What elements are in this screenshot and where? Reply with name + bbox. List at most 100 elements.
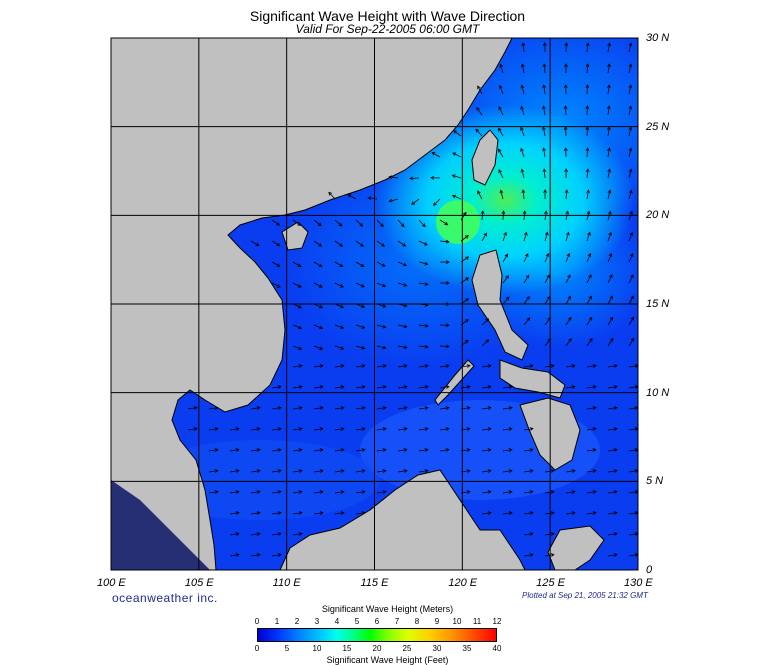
wave-direction-arrow — [397, 261, 407, 266]
wave-direction-arrow — [502, 232, 507, 242]
wave-direction-arrowhead — [403, 324, 408, 329]
wave-direction-arrow — [397, 324, 407, 328]
wave-direction-arrowhead — [628, 168, 633, 173]
wave-direction-arrow — [477, 190, 483, 200]
wave-direction-arrowhead — [628, 105, 633, 110]
wave-direction-arrow — [628, 470, 638, 473]
colorbar-title-feet: Significant Wave Height (Feet) — [326, 655, 449, 665]
wave-direction-arrowhead — [277, 448, 282, 452]
wave-direction-arrow — [355, 345, 365, 349]
wave-direction-arrowhead — [424, 448, 429, 452]
wave-direction-arrowhead — [256, 490, 261, 494]
wave-direction-arrow — [376, 282, 386, 287]
wave-direction-arrow — [477, 85, 483, 95]
wave-direction-arrowhead — [297, 263, 302, 267]
wave-direction-arrow — [607, 317, 614, 326]
plotted-time: Plotted at Sep 21, 2005 21:32 GMT — [522, 591, 648, 600]
wave-direction-arrowhead — [319, 427, 324, 431]
wave-direction-arrowhead — [529, 511, 534, 515]
lon-label: 125 E — [536, 577, 565, 589]
lon-label: 120 E — [448, 577, 478, 589]
wave-direction-arrow — [523, 211, 526, 221]
wave-direction-arrow — [628, 338, 635, 347]
wave-direction-arrow — [368, 197, 378, 200]
wave-direction-arrowhead — [588, 316, 593, 321]
wave-direction-arrowhead — [628, 189, 633, 194]
wave-direction-arrowhead — [319, 469, 324, 473]
wave-direction-arrow — [376, 324, 386, 328]
wave-direction-arrowhead — [235, 553, 240, 557]
wave-direction-arrow — [271, 512, 281, 515]
wave-direction-arrow — [543, 85, 546, 95]
wave-direction-arrow — [498, 127, 504, 137]
wave-direction-arrowhead — [340, 385, 345, 389]
wave-direction-arrowhead — [409, 176, 414, 181]
wave-direction-arrowhead — [319, 346, 324, 350]
wave-direction-arrowhead — [382, 364, 387, 368]
wave-direction-arrow — [355, 386, 365, 389]
wave-direction-arrow — [389, 176, 399, 179]
wave-direction-arrow — [250, 428, 260, 431]
wave-direction-arrow — [628, 106, 632, 116]
wave-direction-arrowhead — [340, 304, 345, 309]
wave-direction-arrow — [544, 317, 551, 326]
wave-direction-arrow — [334, 345, 344, 350]
wave-direction-arrow — [439, 407, 449, 410]
wave-direction-arrowhead — [525, 253, 529, 258]
wave-direction-arrowhead — [298, 490, 303, 494]
wave-direction-arrowhead — [529, 364, 534, 368]
wave-direction-arrowhead — [359, 223, 364, 227]
wave-direction-arrow — [397, 303, 407, 307]
wave-direction-arrowhead — [543, 189, 547, 194]
wave-direction-arrow — [520, 106, 525, 116]
wave-direction-arrowhead — [361, 406, 366, 410]
wave-direction-arrow — [334, 303, 344, 308]
wave-direction-arrow — [628, 253, 634, 263]
wave-direction-arrowhead — [529, 490, 534, 494]
wave-direction-arrowhead — [403, 364, 408, 368]
wave-direction-arrowhead — [340, 325, 345, 329]
wave-direction-arrow — [376, 240, 385, 247]
wave-direction-arrow — [544, 232, 548, 242]
wave-direction-arrow — [607, 106, 610, 116]
wave-direction-arrow — [376, 303, 386, 308]
wave-direction-arrow — [586, 43, 589, 53]
wave-direction-arrow — [397, 345, 407, 349]
wave-direction-arrow — [502, 512, 512, 515]
wave-direction-arrowhead — [361, 364, 366, 368]
wave-direction-arrow — [521, 169, 525, 179]
wave-direction-arrow — [313, 261, 322, 267]
wave-direction-arrowhead — [589, 337, 593, 342]
wave-direction-arrowhead — [465, 298, 469, 302]
wave-direction-arrow — [523, 470, 533, 473]
colorbar-meters-tick: 1 — [274, 617, 280, 626]
colorbar-meters-tick: 9 — [434, 617, 440, 626]
wave-direction-arrow — [502, 428, 512, 431]
wave-direction-arrow — [586, 338, 593, 347]
wave-direction-arrow — [586, 365, 596, 368]
wave-direction-arrowhead — [563, 105, 568, 110]
wave-direction-arrowhead — [297, 304, 302, 309]
wave-direction-arrowhead — [298, 469, 303, 473]
wave-direction-arrowhead — [544, 210, 548, 215]
wave-direction-arrow — [313, 407, 323, 410]
wave-direction-arrowhead — [319, 325, 324, 330]
storm-cell — [375, 105, 635, 295]
wave-direction-arrowhead — [298, 364, 303, 368]
wave-direction-arrow — [628, 190, 632, 200]
wave-direction-arrow — [208, 428, 218, 431]
wave-direction-arrowhead — [587, 231, 591, 236]
wave-direction-arrowhead — [547, 338, 551, 343]
wave-direction-arrowhead — [563, 126, 568, 131]
wave-direction-arrow — [229, 512, 239, 515]
wave-direction-arrowhead — [445, 239, 450, 244]
wave-direction-arrow — [502, 449, 512, 452]
wave-direction-arrow — [411, 198, 420, 205]
wave-direction-arrow — [586, 63, 589, 74]
wave-direction-arrowhead — [564, 168, 569, 173]
wave-direction-arrow — [565, 190, 568, 200]
wave-direction-arrowhead — [567, 274, 571, 279]
wave-direction-arrowhead — [465, 256, 470, 260]
wave-direction-arrow — [628, 64, 632, 74]
wave-direction-arrow — [586, 190, 589, 200]
